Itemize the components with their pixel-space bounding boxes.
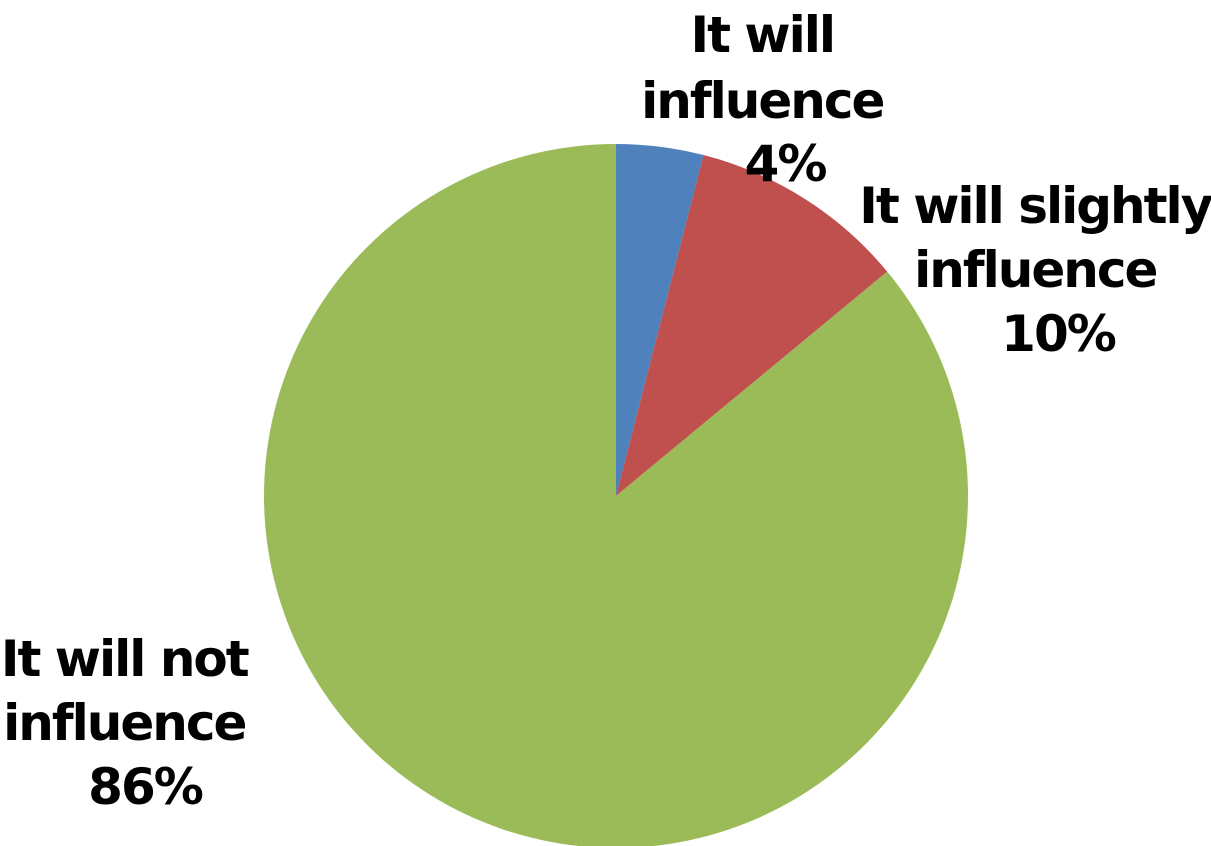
label-it-will-not-influence: It will not influence 86% — [1, 630, 263, 816]
label-line: influence — [641, 72, 883, 130]
pie-slice-it-will-slightly-influence — [616, 155, 888, 497]
pie-slice-it-will-influence — [616, 144, 704, 496]
label-line: influence — [914, 241, 1156, 299]
label-value: 10% — [1001, 305, 1116, 363]
label-value: 86% — [88, 758, 203, 816]
pie-slices — [264, 144, 968, 846]
label-line: It will slightly — [859, 177, 1211, 235]
label-line: It will not — [1, 630, 249, 688]
label-it-will-influence: It will influence 4% — [641, 6, 899, 193]
pie-slice-it-will-not-influence — [264, 144, 968, 846]
label-line: It will — [691, 6, 835, 64]
label-value: 4% — [745, 135, 827, 193]
label-it-will-slightly-influence: It will slightly influence 10% — [859, 177, 1211, 363]
label-line: influence — [3, 694, 245, 752]
